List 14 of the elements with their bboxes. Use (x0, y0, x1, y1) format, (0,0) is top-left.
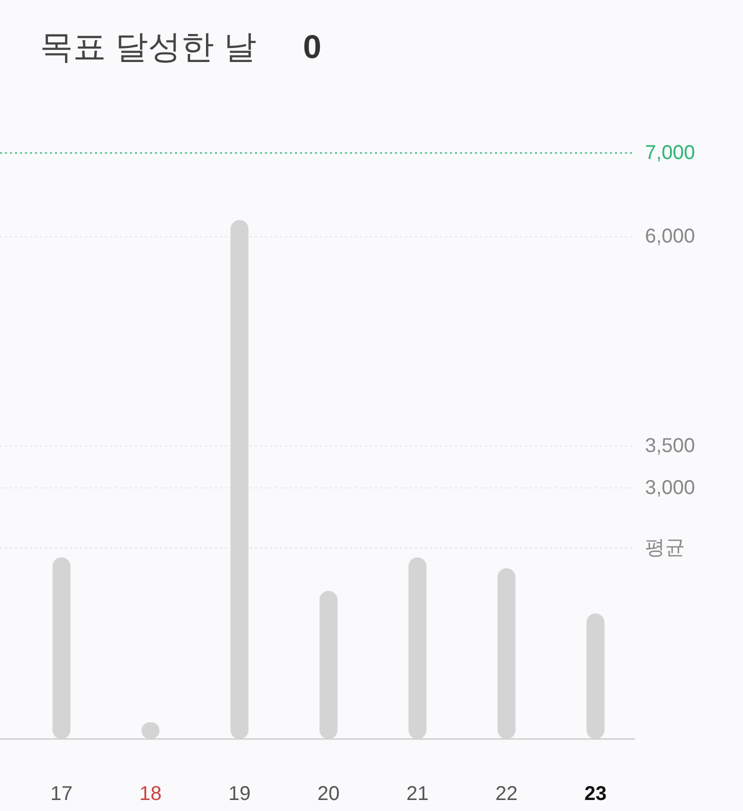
ref-line-label: 7,000 (645, 142, 696, 164)
x-tick-label: 18 (139, 783, 162, 805)
ref-line-label: 평균 (645, 537, 685, 560)
x-tick-label: 22 (495, 783, 518, 805)
chart-title: 목표 달성한 날 (40, 28, 256, 65)
x-tick-label: 21 (406, 783, 429, 805)
chart-subtitle: 0 (303, 28, 322, 65)
x-tick-label: 17 (50, 783, 73, 805)
y-tick-label: 3,000 (645, 476, 696, 499)
x-tick-label: 23 (584, 783, 607, 805)
y-tick-label: 6,000 (645, 226, 696, 248)
y-tick-label: 3,500 (645, 435, 696, 457)
x-tick-label: 20 (317, 783, 340, 805)
x-tick-label: 19 (228, 783, 251, 805)
